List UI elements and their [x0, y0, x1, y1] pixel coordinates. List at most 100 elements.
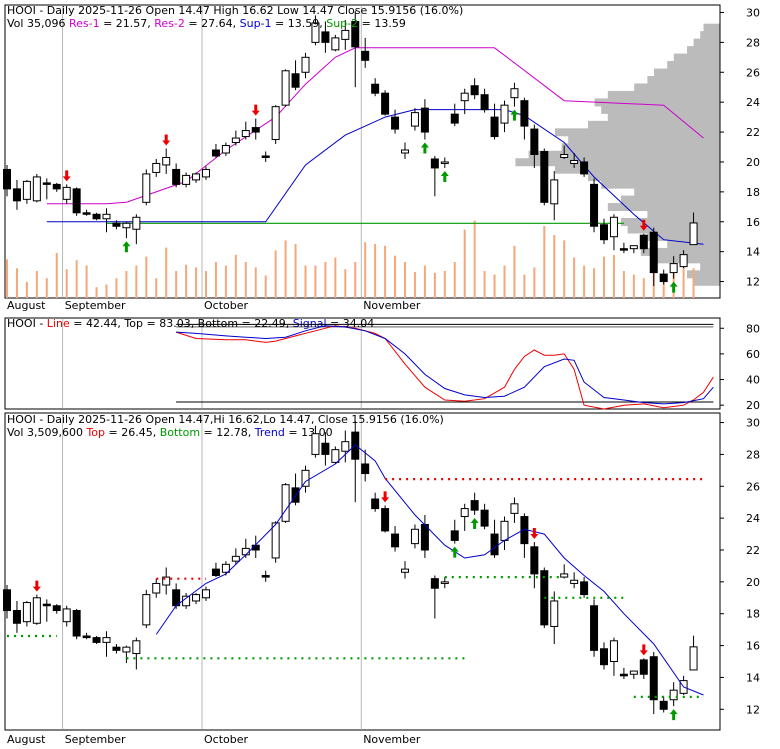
profile-bar: [588, 173, 720, 182]
volume-bar: [25, 281, 28, 298]
trend-buy-arrow: [669, 709, 678, 721]
trend-candle: [470, 500, 479, 511]
price-candle: [629, 245, 638, 250]
trend-candle: [480, 509, 489, 527]
trend-candle: [361, 463, 370, 475]
volume-bar: [254, 267, 257, 298]
buy-arrow: [420, 142, 429, 154]
price-candle: [32, 176, 41, 202]
profile-bar: [693, 277, 720, 286]
volume-profile: [515, 23, 720, 286]
trend-candle: [550, 600, 559, 627]
profile-bar: [647, 210, 720, 219]
sell-arrow: [62, 170, 71, 182]
volume-bar: [642, 278, 645, 298]
price-legend-part: Res-2: [154, 17, 185, 30]
volume-bar: [264, 275, 267, 298]
price-candle: [540, 151, 549, 203]
trend-candle: [440, 581, 449, 584]
trend-candle: [42, 603, 51, 607]
trend-legend-part: Trend: [254, 426, 285, 439]
profile-bar: [561, 143, 720, 152]
price-axis-label: 18: [746, 186, 760, 199]
trend-candle: [162, 576, 171, 586]
volume-bar: [314, 265, 317, 298]
sell-arrow: [251, 104, 260, 116]
price-legend-part: Vol 35,096: [7, 17, 69, 30]
trend-candle: [102, 637, 111, 643]
trend-axis-label: 12: [746, 703, 760, 716]
volume-bar: [304, 265, 307, 298]
trend-candle: [221, 563, 230, 573]
volume-bar: [423, 265, 426, 298]
price-axis-label: 28: [746, 36, 760, 49]
price-candle: [659, 273, 668, 283]
volume-bar: [443, 271, 446, 298]
resistance-line: [46, 47, 704, 205]
volume-bar: [125, 271, 128, 298]
month-label: September: [65, 733, 126, 745]
trend-candle: [371, 498, 380, 510]
price-legend-part: Res-1: [69, 17, 100, 30]
price-header: HOOI - Daily 2025-11-26 Open 14.47 High …: [7, 4, 463, 17]
trend-candle: [659, 700, 668, 710]
oscillator-signal-line: [176, 325, 714, 405]
trend-candle: [600, 648, 608, 666]
price-candle: [142, 173, 151, 203]
price-candle: [649, 231, 658, 274]
price-candle: [669, 263, 678, 274]
month-label: October: [204, 733, 248, 745]
trend-candle: [52, 605, 61, 612]
profile-bar: [568, 135, 720, 144]
oscillator-header-part: Signal: [293, 317, 327, 330]
trend-header-part: HOOI - Daily 2025-11-26 Open 14.47,Hi 16…: [7, 413, 444, 426]
price-candle: [570, 159, 579, 164]
price-candle: [381, 92, 390, 115]
trend-sell-arrow: [639, 644, 648, 656]
trend-axis-label: 20: [746, 576, 760, 589]
volume-bar: [493, 274, 496, 298]
oscillator-line-line: [175, 325, 714, 410]
volume-bar: [224, 265, 227, 298]
trend-sell-arrow: [530, 528, 539, 540]
volume-bar: [244, 262, 247, 298]
volume-bar: [364, 242, 367, 298]
volume-bar: [135, 265, 138, 298]
profile-bar: [594, 98, 720, 107]
volume-bar: [15, 268, 18, 298]
trend-axis-label: 26: [746, 480, 760, 493]
trend-candle: [420, 524, 429, 551]
volume-bar: [413, 271, 416, 298]
price-legend-part: = 13.59: [358, 17, 406, 30]
volume-bar: [433, 272, 436, 298]
price-candle: [639, 234, 648, 250]
price-candle: [261, 155, 270, 158]
price-candle: [291, 73, 300, 88]
price-candle: [500, 104, 509, 124]
trend-candle: [331, 449, 340, 463]
trend-candle: [311, 433, 320, 455]
trend-candle: [132, 640, 141, 655]
trend-candle: [72, 610, 81, 637]
volume-bar: [284, 240, 287, 298]
trend-candle: [410, 528, 419, 545]
price-candle: [102, 213, 111, 220]
buy-arrow: [669, 281, 678, 293]
oscillator-axis-label: 20: [746, 399, 760, 412]
profile-bar: [601, 180, 720, 189]
price-candle: [251, 127, 260, 133]
volume-bar: [632, 274, 635, 298]
profile-bar: [640, 247, 720, 256]
volume-bar: [394, 255, 397, 298]
profile-bar: [528, 150, 720, 159]
trend-header: HOOI - Daily 2025-11-26 Open 14.47,Hi 16…: [7, 413, 444, 426]
profile-bar: [647, 232, 720, 241]
month-label: August: [7, 733, 46, 745]
price-candle: [401, 149, 409, 154]
profile-bar: [700, 262, 720, 271]
volume-bar: [85, 265, 88, 298]
volume-bar: [55, 253, 58, 298]
volume-bar: [692, 268, 695, 298]
trend-legend-part: = 13.00: [285, 426, 333, 439]
